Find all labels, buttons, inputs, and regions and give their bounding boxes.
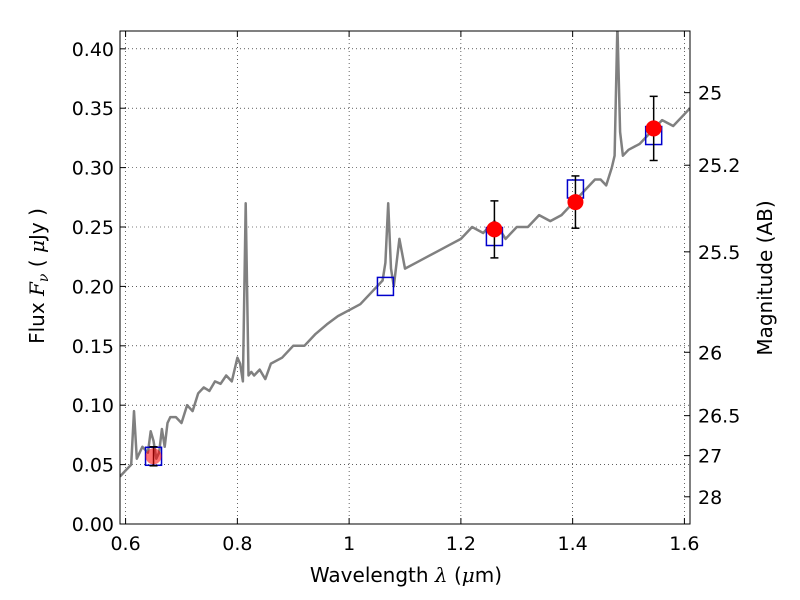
x-axis-label: Wavelength λ (μm) bbox=[310, 563, 502, 587]
magnitude-tick-label: 28 bbox=[698, 487, 722, 509]
magnitude-tick-label: 25.2 bbox=[698, 155, 740, 177]
x-tick-label: 0.8 bbox=[222, 533, 252, 555]
magnitude-tick-label: 26.5 bbox=[698, 406, 740, 428]
y-tick-label: 0.00 bbox=[72, 514, 114, 536]
observed-point bbox=[145, 448, 162, 465]
y-tick-label: 0.10 bbox=[72, 395, 114, 417]
magnitude-tick-label: 27 bbox=[698, 446, 722, 468]
observed-point bbox=[486, 221, 503, 238]
x-tick-label: 1.2 bbox=[446, 533, 476, 555]
y-tick-label: 0.30 bbox=[72, 158, 114, 180]
magnitude-axis-ticks: 25 25.2 25.5 26 26.5 27 28 bbox=[684, 83, 740, 509]
observed-series bbox=[145, 95, 662, 467]
observed-point bbox=[645, 120, 662, 137]
y-tick-label: 0.20 bbox=[72, 276, 114, 298]
spectrum-series bbox=[120, 31, 690, 478]
x-tick-label: 1.4 bbox=[558, 533, 588, 555]
x-tick-label: 1 bbox=[343, 533, 355, 555]
x-tick-label: 0.6 bbox=[110, 533, 140, 555]
model-box-point bbox=[376, 276, 395, 297]
plot-frame bbox=[119, 30, 691, 525]
magnitude-tick-label: 25.5 bbox=[698, 242, 740, 264]
y-tick-label: 0.05 bbox=[72, 455, 114, 477]
y-tick-label: 0.35 bbox=[72, 98, 114, 120]
magnitude-tick-label: 25 bbox=[698, 83, 722, 105]
magnitude-tick-label: 26 bbox=[698, 342, 722, 364]
spectrum-line bbox=[120, 31, 690, 478]
x-tick-label: 1.6 bbox=[669, 533, 699, 555]
y-tick-label: 0.25 bbox=[72, 217, 114, 239]
y-tick-label: 0.40 bbox=[72, 39, 114, 61]
observed-point bbox=[567, 194, 584, 211]
y-tick-label: 0.15 bbox=[72, 336, 114, 358]
y-axis-label: Flux Fν ( μJy ) bbox=[25, 208, 52, 344]
y-axis-ticks: 0.00 0.05 0.10 0.15 0.20 0.25 0.30 0.35 0.40 bbox=[72, 39, 126, 536]
magnitude-axis-label: Magnitude (AB) bbox=[753, 200, 777, 355]
x-axis-ticks: 0.6 0.8 1 1.2 1.4 1.6 bbox=[110, 31, 700, 555]
